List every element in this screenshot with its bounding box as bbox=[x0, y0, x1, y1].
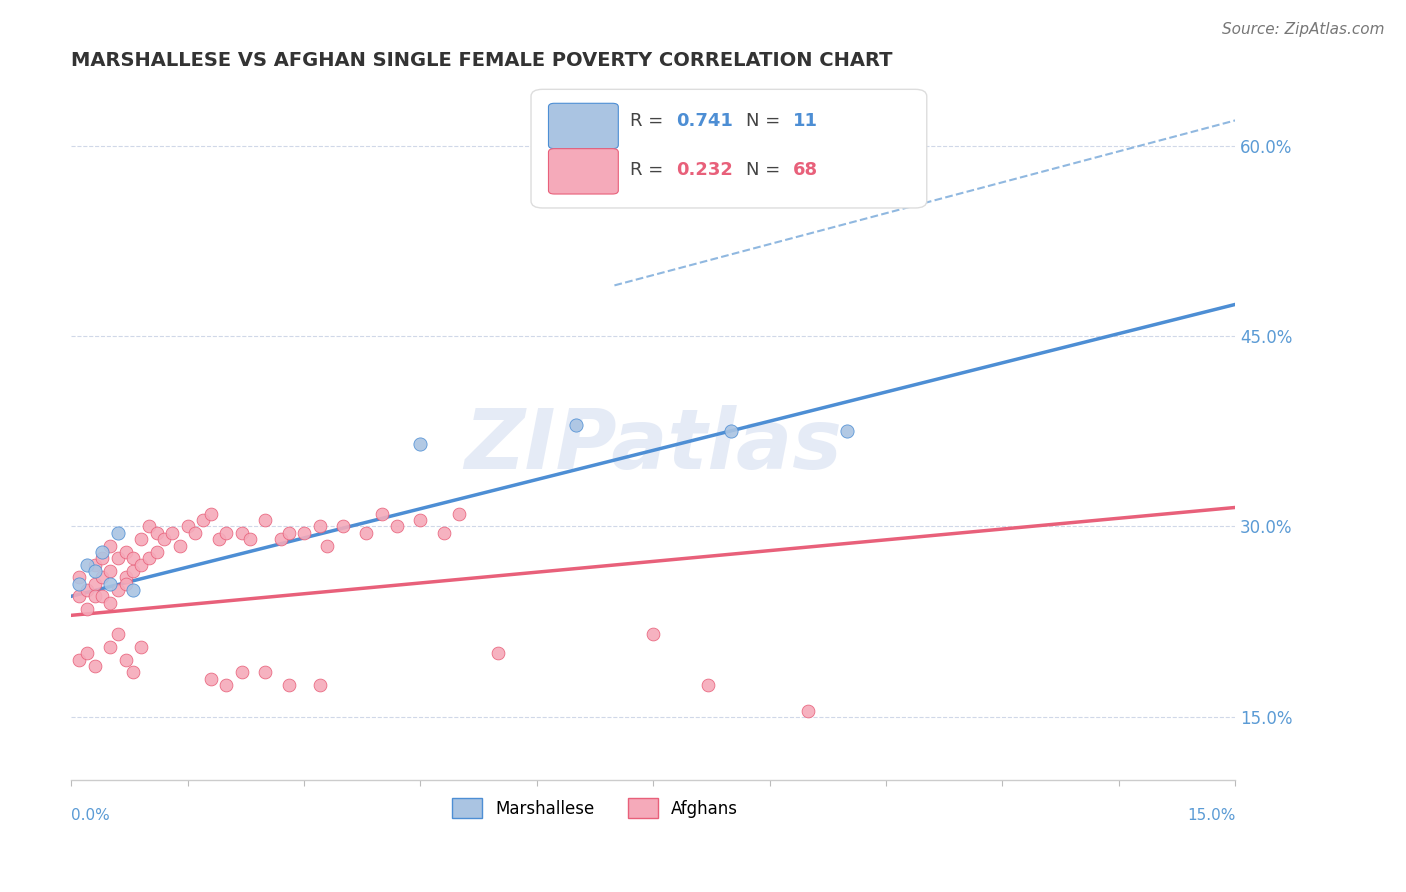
Point bbox=[208, 532, 231, 546]
Text: N =: N = bbox=[747, 161, 786, 178]
Point bbox=[385, 519, 408, 533]
Point bbox=[76, 582, 98, 597]
Point bbox=[231, 665, 253, 680]
Point bbox=[67, 653, 90, 667]
Point bbox=[98, 539, 121, 553]
Point bbox=[486, 647, 509, 661]
Point bbox=[138, 551, 160, 566]
Point bbox=[409, 437, 432, 451]
Text: MARSHALLESE VS AFGHAN SINGLE FEMALE POVERTY CORRELATION CHART: MARSHALLESE VS AFGHAN SINGLE FEMALE POVE… bbox=[72, 51, 893, 70]
Point bbox=[114, 653, 136, 667]
Point bbox=[215, 525, 238, 540]
Point bbox=[797, 704, 820, 718]
Point bbox=[107, 525, 129, 540]
Point bbox=[308, 519, 330, 533]
Point bbox=[270, 532, 292, 546]
Point bbox=[308, 678, 330, 692]
Text: ZIPatlas: ZIPatlas bbox=[464, 405, 842, 486]
Point bbox=[231, 525, 253, 540]
Point bbox=[254, 665, 277, 680]
Text: 15.0%: 15.0% bbox=[1187, 808, 1236, 823]
Point bbox=[696, 678, 718, 692]
Point bbox=[370, 507, 392, 521]
Point bbox=[200, 507, 222, 521]
Point bbox=[83, 659, 105, 673]
Point bbox=[449, 507, 471, 521]
Text: 11: 11 bbox=[793, 112, 818, 129]
Point bbox=[98, 640, 121, 654]
Point bbox=[122, 582, 145, 597]
Point bbox=[114, 570, 136, 584]
Point bbox=[292, 525, 315, 540]
Point bbox=[114, 576, 136, 591]
Point bbox=[83, 558, 105, 572]
Point bbox=[114, 545, 136, 559]
Point bbox=[316, 539, 339, 553]
Point bbox=[129, 640, 152, 654]
Text: Source: ZipAtlas.com: Source: ZipAtlas.com bbox=[1222, 22, 1385, 37]
Legend: Marshallese, Afghans: Marshallese, Afghans bbox=[446, 792, 745, 824]
Point bbox=[83, 564, 105, 578]
Point bbox=[138, 519, 160, 533]
Point bbox=[200, 672, 222, 686]
Text: 68: 68 bbox=[793, 161, 818, 178]
Point bbox=[91, 570, 114, 584]
Point bbox=[153, 532, 176, 546]
Text: R =: R = bbox=[630, 112, 669, 129]
Point bbox=[67, 589, 90, 603]
Point bbox=[643, 627, 665, 641]
Point bbox=[433, 525, 456, 540]
Point bbox=[277, 678, 299, 692]
Point bbox=[67, 576, 90, 591]
Point bbox=[98, 596, 121, 610]
Point bbox=[107, 551, 129, 566]
Point bbox=[145, 545, 167, 559]
Point bbox=[564, 417, 586, 432]
FancyBboxPatch shape bbox=[548, 149, 619, 194]
Point bbox=[720, 425, 742, 439]
Point bbox=[160, 525, 183, 540]
Point bbox=[76, 602, 98, 616]
Text: 0.232: 0.232 bbox=[676, 161, 734, 178]
Point bbox=[277, 525, 299, 540]
Text: 0.741: 0.741 bbox=[676, 112, 734, 129]
Point bbox=[76, 647, 98, 661]
Point bbox=[98, 564, 121, 578]
Point bbox=[76, 558, 98, 572]
FancyBboxPatch shape bbox=[548, 103, 619, 149]
Point bbox=[254, 513, 277, 527]
Point bbox=[83, 589, 105, 603]
Point bbox=[837, 425, 859, 439]
Point bbox=[129, 532, 152, 546]
Point bbox=[129, 558, 152, 572]
Point bbox=[215, 678, 238, 692]
Point bbox=[122, 551, 145, 566]
Point bbox=[91, 589, 114, 603]
Point bbox=[354, 525, 377, 540]
Text: R =: R = bbox=[630, 161, 669, 178]
Point bbox=[122, 665, 145, 680]
Point bbox=[67, 570, 90, 584]
Text: N =: N = bbox=[747, 112, 786, 129]
Point bbox=[122, 564, 145, 578]
Point bbox=[332, 519, 354, 533]
Point bbox=[107, 582, 129, 597]
Point bbox=[107, 627, 129, 641]
Point bbox=[191, 513, 214, 527]
Point bbox=[239, 532, 262, 546]
Point bbox=[184, 525, 207, 540]
Point bbox=[169, 539, 191, 553]
Point bbox=[91, 545, 114, 559]
Point bbox=[91, 551, 114, 566]
Point bbox=[145, 525, 167, 540]
FancyBboxPatch shape bbox=[531, 89, 927, 208]
Point bbox=[83, 576, 105, 591]
Point bbox=[176, 519, 198, 533]
Point bbox=[98, 576, 121, 591]
Point bbox=[409, 513, 432, 527]
Text: 0.0%: 0.0% bbox=[72, 808, 110, 823]
